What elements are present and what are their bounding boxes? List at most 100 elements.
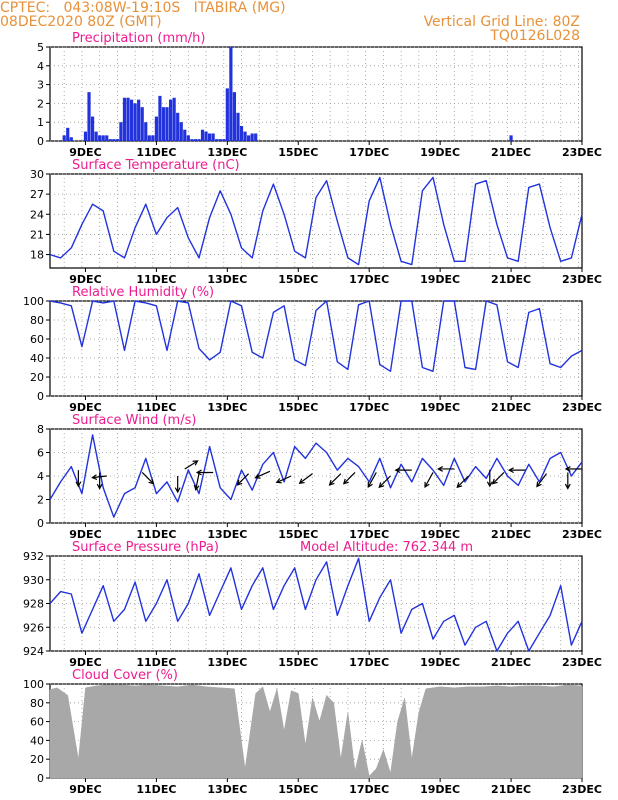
y-tick-label: 932	[23, 550, 44, 563]
y-tick-label: 1	[37, 116, 44, 129]
wind-arrow-head	[367, 481, 373, 488]
precip-bar	[122, 97, 127, 141]
precip-bar	[208, 133, 212, 141]
precip-bar	[229, 47, 233, 141]
x-tick-label: 13DEC	[207, 656, 247, 669]
x-tick-label: 17DEC	[349, 528, 389, 541]
y-tick-label: 2	[37, 494, 44, 507]
wind-arrow-head	[275, 478, 282, 484]
wind-arrow-head	[491, 478, 498, 485]
precip-bar	[218, 139, 222, 141]
x-tick-label: 21DEC	[491, 783, 531, 796]
precip-bar	[105, 135, 109, 141]
x-tick-label: 13DEC	[207, 273, 247, 286]
precip-bar	[87, 92, 91, 141]
precip-bar	[140, 107, 144, 141]
precip-bar	[179, 122, 183, 141]
wind-arrow	[236, 473, 250, 486]
wind-arrow	[492, 472, 505, 485]
wind-arrow	[536, 473, 548, 487]
precip-bar	[197, 139, 201, 141]
y-tick-label: 100	[23, 295, 44, 308]
x-tick-label: 17DEC	[349, 273, 389, 286]
y-tick-label: 0	[37, 517, 44, 530]
y-tick-label: 2	[37, 97, 44, 110]
x-tick-label: 15DEC	[278, 783, 318, 796]
wind-arrow-head	[254, 473, 261, 479]
y-tick-label: 6	[37, 447, 44, 460]
x-tick-label: 13DEC	[207, 783, 247, 796]
header-grid-line: Vertical Grid Line: 80Z	[423, 14, 580, 30]
wind-arrow-head	[564, 466, 571, 472]
precip-bar	[161, 107, 166, 141]
y-tick-label: 60	[30, 716, 44, 729]
wind-arrow-head	[236, 479, 243, 486]
panel-frame	[49, 300, 583, 397]
wind-arrow	[329, 473, 342, 486]
precip-bar	[183, 129, 187, 141]
wind-arrow	[141, 472, 154, 485]
wind-arrow-head	[564, 483, 571, 490]
x-tick-label: 15DEC	[278, 273, 318, 286]
wind-arrow	[184, 460, 198, 470]
y-tick-label: 5	[37, 41, 44, 54]
precip-bar	[509, 135, 513, 141]
precip-bar	[154, 116, 158, 141]
precip-bar	[126, 97, 130, 141]
y-tick-label: 20	[30, 753, 44, 766]
x-tick-label: 21DEC	[491, 273, 531, 286]
wind-arrow-head	[437, 466, 443, 472]
x-tick-label: 11DEC	[136, 783, 176, 796]
x-tick-label: 21DEC	[491, 146, 531, 159]
panel-title: Relative Humidity (%)	[72, 285, 214, 300]
series-line	[49, 176, 583, 266]
y-tick-label: 80	[30, 697, 44, 710]
precip-bar	[232, 92, 237, 141]
wind-arrow	[276, 475, 292, 483]
y-tick-label: 80	[30, 314, 44, 327]
x-tick-label: 9DEC	[69, 273, 101, 286]
precip-bar	[62, 135, 66, 141]
wind-arrow	[255, 470, 271, 479]
x-tick-label: 23DEC	[562, 783, 602, 796]
wind-arrow	[195, 473, 200, 490]
precip-bar	[254, 133, 258, 141]
x-tick-label: 15DEC	[278, 401, 318, 414]
y-tick-label: 924	[23, 645, 44, 658]
header-station: CPTEC: 043:08W-19:10S ITABIRA (MG)	[0, 0, 286, 16]
precip-bar	[193, 139, 198, 141]
x-tick-label: 19DEC	[420, 783, 460, 796]
wind-arrow-head	[486, 481, 493, 488]
wind-arrow-head	[195, 469, 202, 476]
precip-bar	[147, 135, 151, 141]
x-tick-label: 17DEC	[349, 401, 389, 414]
panel-title: Cloud Cover (%)	[72, 668, 178, 683]
x-tick-label: 15DEC	[278, 656, 318, 669]
y-tick-label: 40	[30, 734, 44, 747]
wind-arrow-head	[75, 481, 82, 488]
y-tick-label: 926	[23, 621, 44, 634]
precip-bar	[239, 125, 244, 141]
y-tick-label: 4	[37, 60, 44, 73]
cloud-area	[49, 684, 583, 779]
x-tick-label: 9DEC	[69, 783, 101, 796]
wind-arrow	[424, 472, 434, 488]
y-tick-label: 20	[30, 371, 44, 384]
x-tick-label: 21DEC	[491, 528, 531, 541]
precip-bar	[137, 99, 141, 141]
x-tick-label: 15DEC	[278, 528, 318, 541]
wind-arrow-head	[508, 467, 514, 474]
wind-arrow	[299, 473, 313, 484]
precip-bar	[144, 122, 148, 141]
y-tick-label: 40	[30, 352, 44, 365]
precip-bar	[115, 139, 119, 141]
precip-bar	[225, 88, 229, 141]
x-tick-label: 17DEC	[349, 146, 389, 159]
precip-bar	[247, 135, 251, 141]
panel-title: Surface Pressure (hPa)	[72, 540, 219, 555]
wind-arrow-head	[342, 478, 349, 485]
precip-bar	[83, 131, 88, 141]
precip-bar	[215, 139, 219, 141]
precip-bar	[204, 131, 208, 141]
header-model: TQ0126L028	[490, 28, 580, 44]
